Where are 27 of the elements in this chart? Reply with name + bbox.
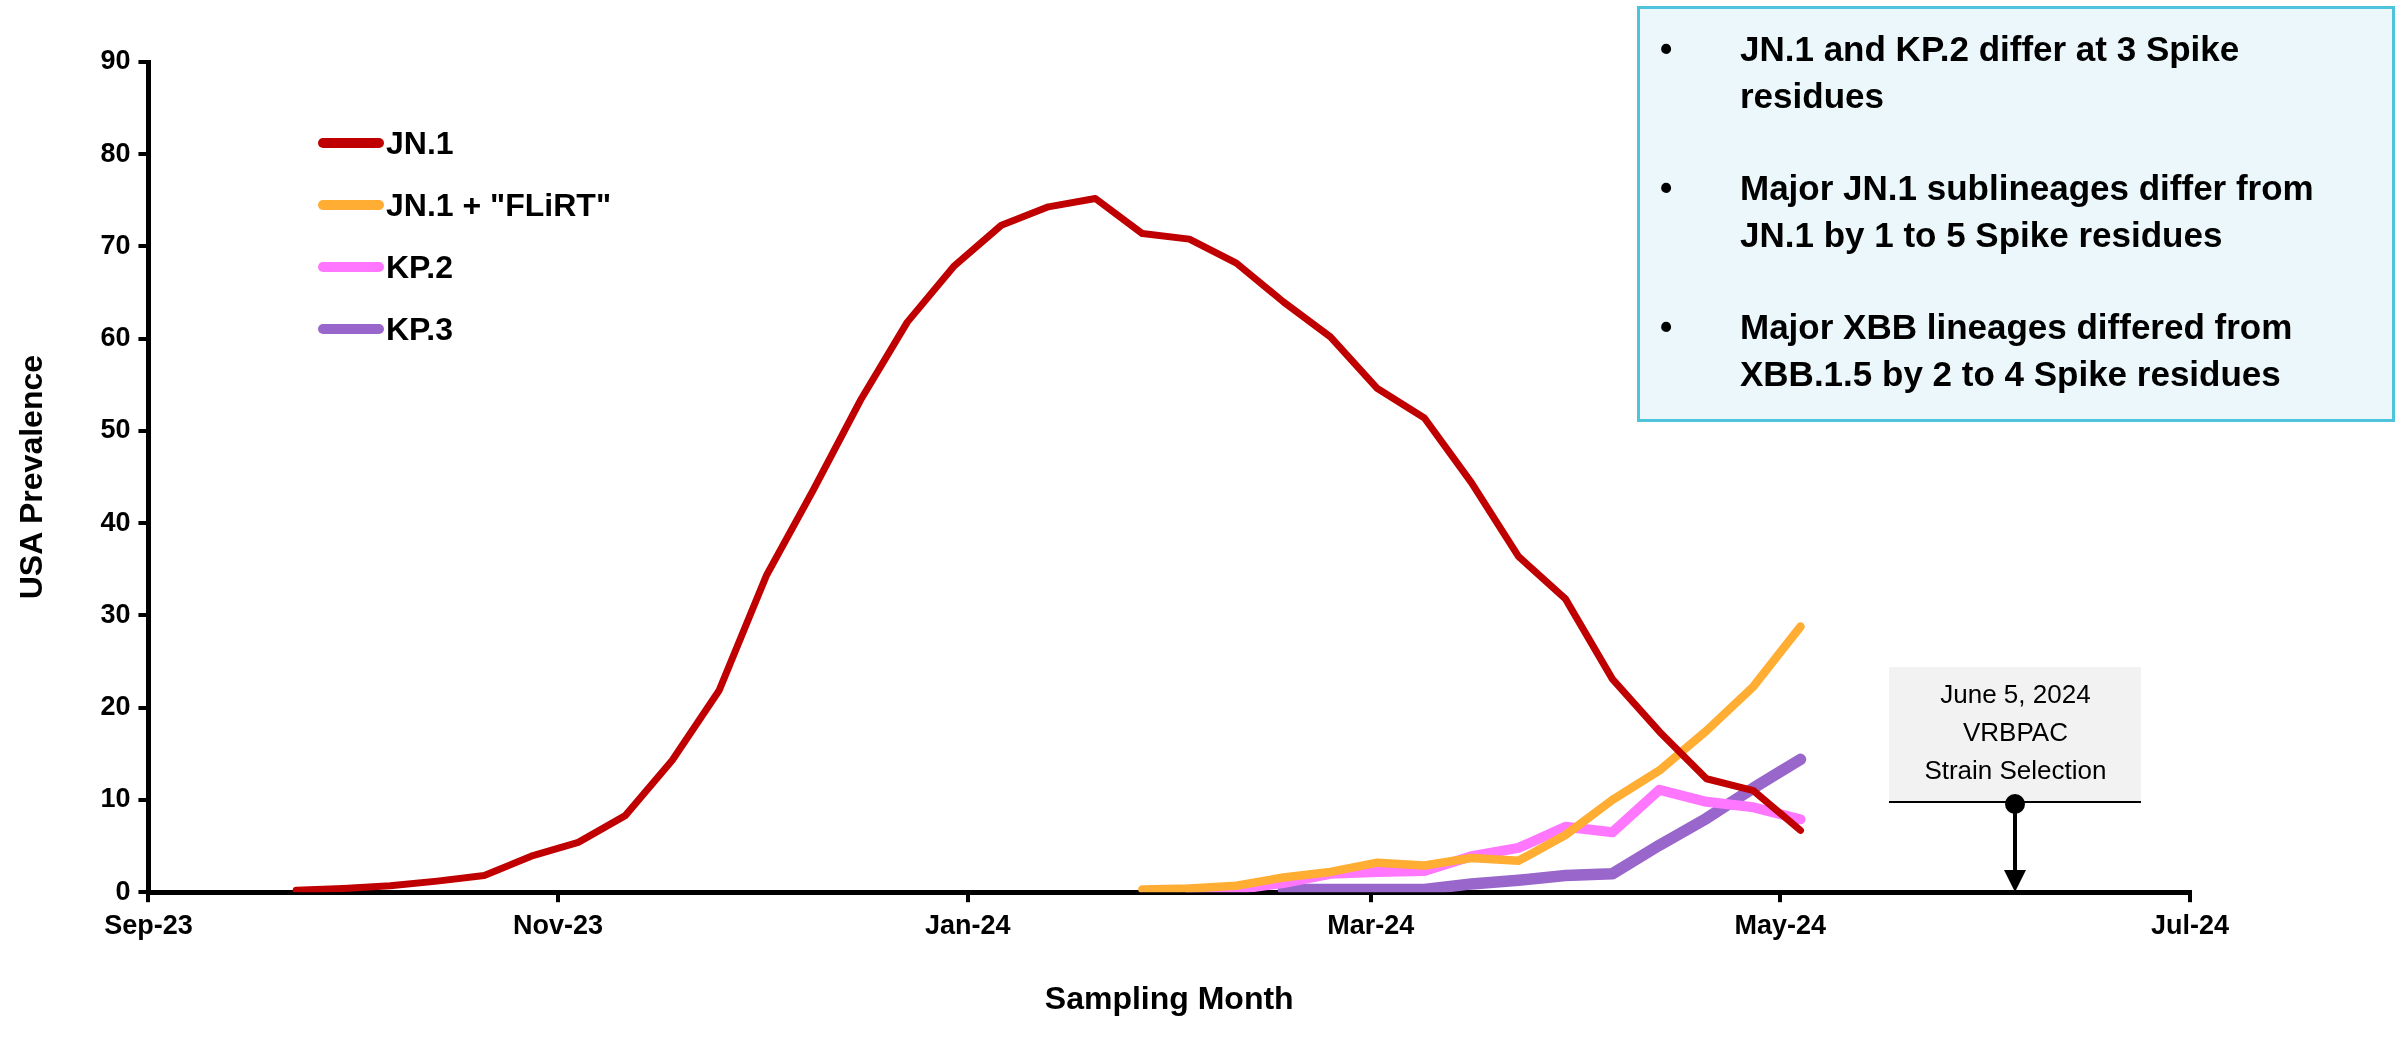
y-tick-label: 10 [100, 783, 131, 814]
legend-label: JN.1 [386, 124, 454, 162]
y-axis-title: USA Prevalence [13, 354, 50, 600]
callout-box: June 5, 2024 VRBPAC Strain Selection [1889, 667, 2142, 804]
annotation: • Major JN.1 sublineages differ from JN.1 by 1 to 5 Spike residues [1660, 167, 2315, 256]
y-tick-label: 40 [100, 506, 131, 537]
annotation: • JN.1 and KP.2 differ at 3 Spike residues [1660, 28, 2241, 117]
note-box: • JN.1 and KP.2 differ at 3 Spike residues • Major JN.1 sublineages differ from JN.1 by 1 to 5 Spike residues • Major XBB lineages differed from XBB.1.5 by 2 to 4 Spike residues [1637, 6, 2395, 422]
y-tick-label: 80 [100, 137, 131, 168]
y-tick-label: 60 [100, 322, 131, 353]
annotation: • Major XBB lineages differed from XBB.1.5 by 2 to 4 Spike residues [1660, 306, 2294, 395]
y-tick-label: 20 [100, 691, 131, 722]
y-tick-label: 90 [100, 45, 131, 76]
y-tick-label: 0 [115, 875, 131, 906]
x-tick-label: Sep-23 [104, 909, 193, 940]
x-tick-label: Jul-24 [2150, 909, 2230, 940]
y-tick-label: 50 [100, 414, 131, 445]
legend-label: JN.1 + "FLiRT" [386, 186, 612, 224]
x-tick-label: Jan-24 [924, 909, 1011, 940]
legend-label: KP.3 [386, 310, 454, 348]
y-tick-label: 30 [100, 598, 131, 629]
x-tick-label: May-24 [1734, 909, 1827, 940]
x-tick-label: Nov-23 [513, 909, 604, 940]
x-axis-title: Sampling Month [1044, 979, 1294, 1016]
legend-label: KP.2 [386, 248, 454, 286]
x-tick-label: Mar-24 [1327, 909, 1415, 940]
y-tick-label: 70 [100, 229, 131, 260]
